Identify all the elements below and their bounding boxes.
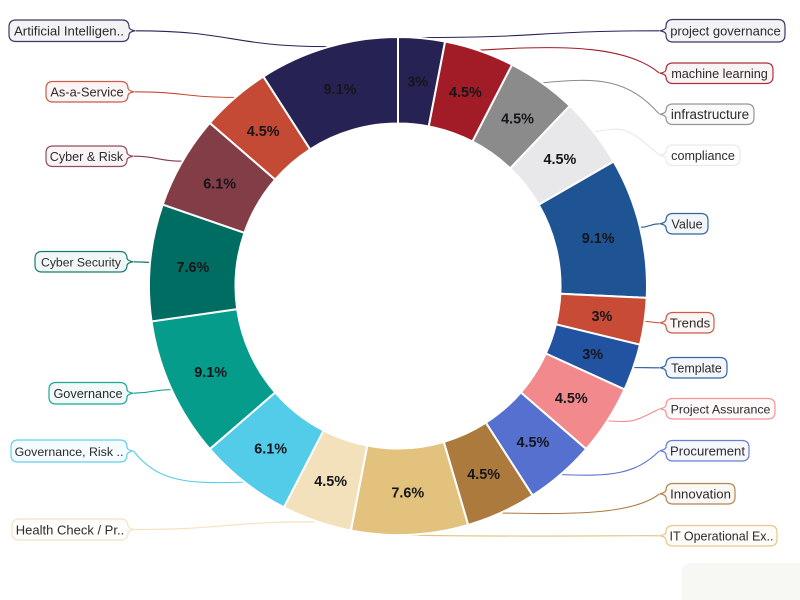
svg-text:7.6%: 7.6% bbox=[176, 260, 209, 276]
svg-text:3%: 3% bbox=[407, 74, 428, 90]
svg-text:6.1%: 6.1% bbox=[254, 441, 287, 457]
svg-text:4.5%: 4.5% bbox=[501, 112, 534, 128]
svg-text:Health Check / Pr..: Health Check / Pr.. bbox=[16, 522, 124, 537]
svg-text:4.5%: 4.5% bbox=[467, 467, 500, 483]
svg-text:infrastructure: infrastructure bbox=[671, 107, 749, 122]
svg-text:machine learning: machine learning bbox=[671, 67, 768, 81]
svg-text:4.5%: 4.5% bbox=[543, 152, 576, 168]
svg-text:Cyber Security: Cyber Security bbox=[41, 256, 122, 270]
svg-text:9.1%: 9.1% bbox=[324, 82, 357, 98]
svg-text:6.1%: 6.1% bbox=[203, 177, 236, 193]
svg-text:project governance: project governance bbox=[670, 24, 781, 39]
svg-text:Procurement: Procurement bbox=[670, 444, 745, 459]
svg-text:As-a-Service: As-a-Service bbox=[50, 85, 123, 100]
svg-text:7.6%: 7.6% bbox=[391, 485, 424, 501]
svg-text:Governance: Governance bbox=[53, 387, 122, 401]
svg-text:Innovation: Innovation bbox=[670, 487, 731, 502]
svg-text:3%: 3% bbox=[591, 309, 612, 325]
svg-text:Template: Template bbox=[671, 362, 722, 376]
svg-text:Artificial Intelligen..: Artificial Intelligen.. bbox=[14, 24, 124, 39]
svg-text:Cyber & Risk: Cyber & Risk bbox=[50, 150, 124, 164]
svg-text:9.1%: 9.1% bbox=[194, 365, 227, 381]
svg-text:4.5%: 4.5% bbox=[516, 435, 549, 451]
svg-text:Trends: Trends bbox=[670, 316, 711, 331]
svg-text:Project Assurance: Project Assurance bbox=[671, 403, 771, 417]
svg-text:9.1%: 9.1% bbox=[582, 231, 615, 247]
svg-text:4.5%: 4.5% bbox=[449, 85, 482, 101]
svg-text:4.5%: 4.5% bbox=[555, 391, 588, 407]
svg-text:Governance, Risk ..: Governance, Risk .. bbox=[15, 445, 124, 459]
svg-text:4.5%: 4.5% bbox=[247, 124, 280, 140]
svg-text:4.5%: 4.5% bbox=[314, 474, 347, 490]
svg-text:3%: 3% bbox=[582, 347, 603, 363]
svg-text:compliance: compliance bbox=[671, 149, 735, 163]
svg-text:IT Operational Ex..: IT Operational Ex.. bbox=[670, 530, 774, 544]
svg-text:Value: Value bbox=[671, 218, 702, 232]
